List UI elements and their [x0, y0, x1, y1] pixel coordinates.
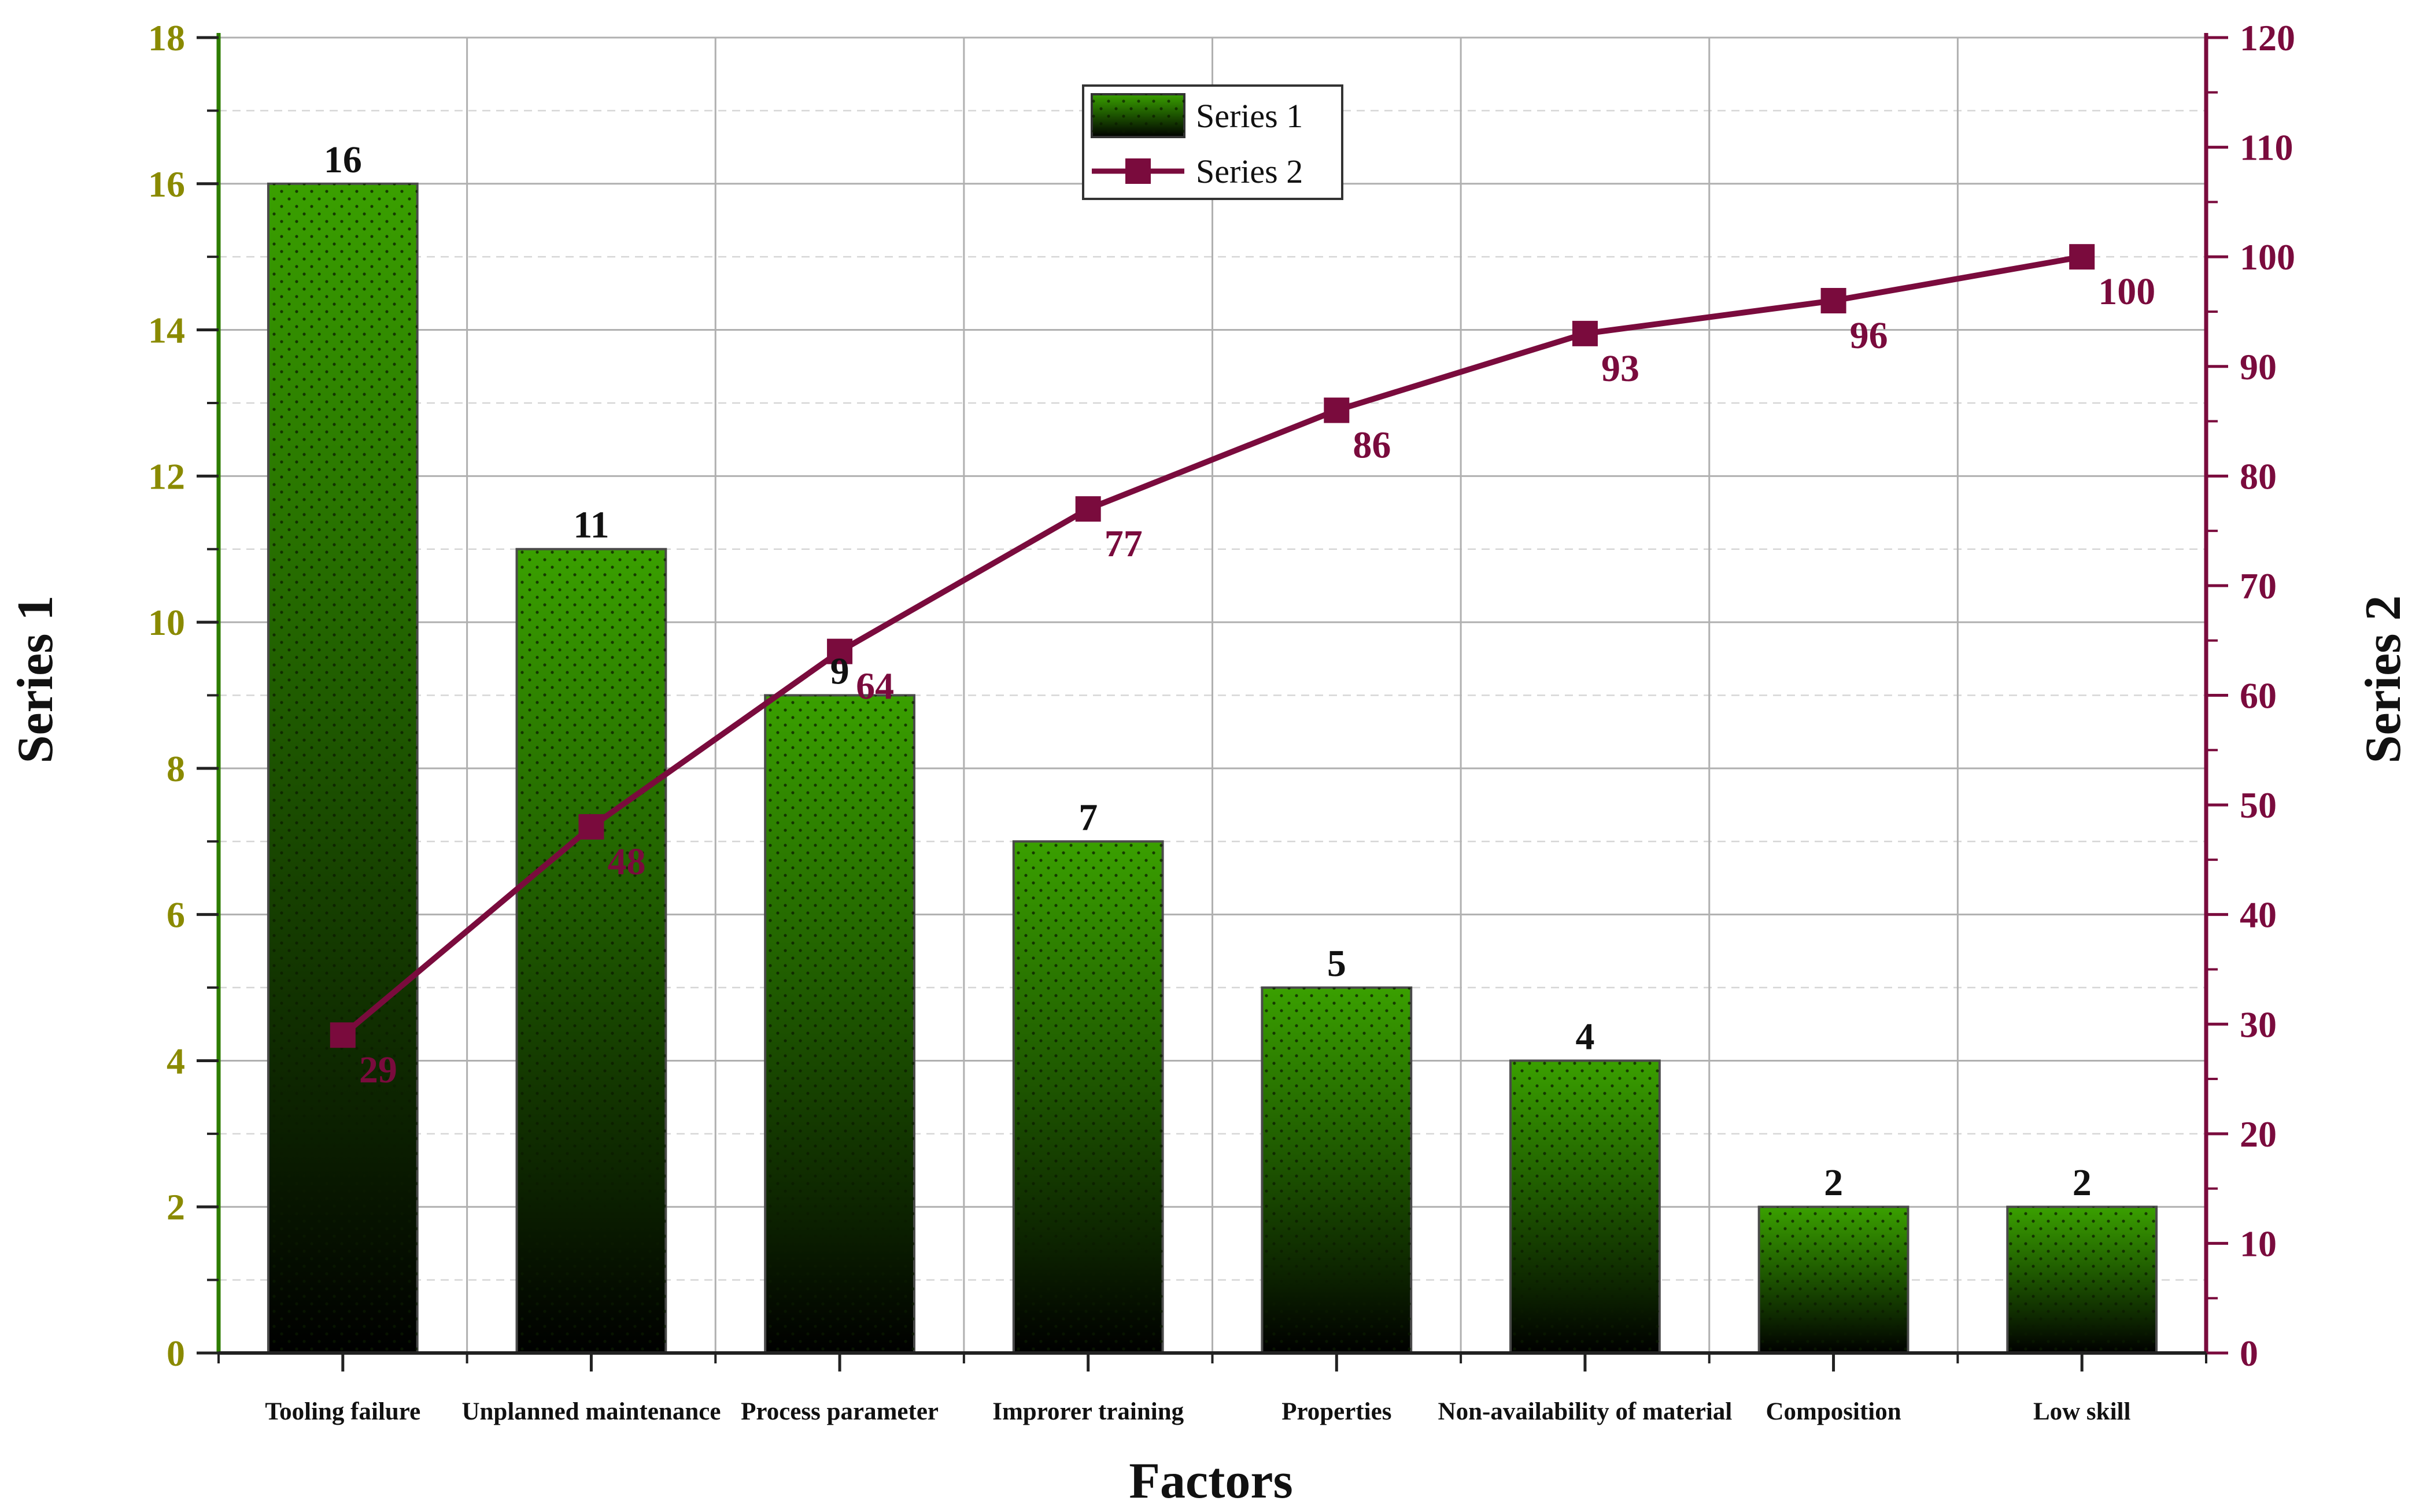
legend: Series 1 Series 2 [1082, 84, 1343, 200]
bar-value-label: 7 [1079, 796, 1098, 838]
series-2-value-label: 29 [359, 1049, 397, 1091]
y2-tick-label: 60 [2240, 675, 2277, 716]
series-2-polyline [341, 254, 2083, 1038]
series-2-line [330, 244, 2095, 1048]
bar-pattern [765, 695, 914, 1353]
axes: 0 2 4 6 8 10 12 14 16 18 0 10 20 30 40 50 60 70 80 90 100 110… [148, 17, 2295, 1425]
legend-label-series-2: Series 2 [1196, 153, 1303, 190]
x-axis-title: Factors [1129, 1453, 1292, 1509]
bar-pattern [1262, 988, 1412, 1353]
series-2-marker [1572, 320, 1598, 346]
data-labels: 16 11 9 7 5 4 2 2 29 48 64 77 86 93 96 100 [324, 139, 2155, 1204]
bar-pattern [1759, 1207, 1908, 1353]
x-tick-label: Process parameter [741, 1398, 939, 1425]
series-2-value-label: 86 [1353, 424, 1391, 467]
series-2-value-label: 96 [1850, 315, 1888, 357]
y2-tick-label: 70 [2240, 565, 2277, 607]
bar-pattern [516, 549, 666, 1354]
x-tick-label: Improrer training [992, 1398, 1184, 1425]
bar-pattern [1510, 1060, 1660, 1353]
series-2-value-label: 100 [2098, 271, 2155, 313]
y2-tick-label: 120 [2240, 17, 2295, 58]
bar-value-label: 11 [573, 504, 609, 546]
y2-tick-label: 0 [2240, 1333, 2258, 1374]
bar-value-label: 16 [324, 139, 362, 181]
bar-value-label: 2 [1824, 1162, 1843, 1204]
legend-swatch-dots [1092, 94, 1184, 137]
series-2-marker [1324, 397, 1350, 423]
x-tick-label: Tooling failure [265, 1398, 420, 1425]
y2-axis-title: Series 2 [2355, 596, 2411, 764]
series-2-marker [330, 1022, 356, 1048]
y2-tick-label: 100 [2240, 236, 2295, 278]
bars [267, 182, 2158, 1355]
y2-tick-label: 80 [2240, 456, 2277, 497]
x-tick-label: Low skill [2033, 1398, 2131, 1425]
series-2-marker [578, 814, 604, 840]
y-tick-label: 14 [148, 310, 185, 351]
bar-pattern [268, 183, 418, 1353]
bar-value-label: 5 [1327, 942, 1346, 985]
series-2-value-label: 93 [1601, 347, 1639, 390]
legend-marker-series-2 [1125, 158, 1151, 184]
bar-value-label: 9 [830, 650, 850, 693]
y-tick-label: 18 [148, 17, 185, 58]
y2-tick-label: 50 [2240, 785, 2277, 826]
bar-value-label: 2 [2073, 1162, 2092, 1204]
y-tick-label: 16 [148, 164, 185, 205]
y-tick-label: 8 [167, 748, 185, 789]
y2-tick-label: 20 [2240, 1114, 2277, 1155]
legend-label-series-1: Series 1 [1196, 97, 1303, 135]
y2-tick-label: 40 [2240, 894, 2277, 936]
y2-tick-label: 10 [2240, 1223, 2277, 1264]
y-tick-label: 6 [167, 894, 185, 936]
x-tick-label: Composition [1766, 1398, 1901, 1425]
series-2-value-label: 48 [607, 841, 645, 883]
series-2-value-label: 77 [1105, 523, 1143, 565]
series-2-marker [2069, 244, 2095, 270]
y-tick-label: 0 [167, 1333, 185, 1374]
y-tick-label: 2 [167, 1186, 185, 1228]
y2-tick-label: 90 [2240, 346, 2277, 387]
y-tick-label: 12 [148, 456, 185, 497]
y-tick-label: 10 [148, 602, 185, 643]
y-tick-label: 4 [167, 1040, 185, 1081]
series-2-marker [1075, 496, 1101, 522]
x-tick-label: Non-availability of material [1438, 1398, 1733, 1425]
bar-value-label: 4 [1575, 1015, 1594, 1058]
series-2-value-label: 64 [856, 666, 894, 708]
y-axis-title: Series 1 [8, 596, 64, 764]
series-2-marker [827, 638, 853, 664]
series-2-marker [1820, 288, 1846, 313]
x-tick-label: Unplanned maintenance [461, 1398, 721, 1425]
bar-pattern [1013, 841, 1163, 1353]
x-tick-label: Properties [1281, 1398, 1391, 1425]
bar-pattern [2007, 1207, 2157, 1353]
y2-tick-label: 30 [2240, 1004, 2277, 1045]
y2-tick-label: 110 [2240, 127, 2293, 168]
